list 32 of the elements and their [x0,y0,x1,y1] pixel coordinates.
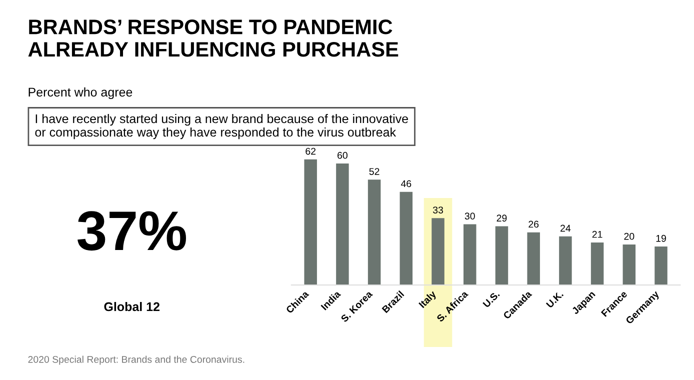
data-label: 46 [400,180,412,188]
bar [400,192,413,285]
data-label: 60 [338,152,348,159]
bar [527,232,540,285]
data-label: 62 [306,148,316,155]
data-label: 21 [592,230,602,238]
text: 37% [78,211,186,251]
data-label: 30 [464,212,475,220]
text: I have recently started using a new brand because of the innovative or compassionate way they have responded to the virus outbreak [35,114,408,140]
bar [559,236,572,285]
bar [654,246,668,285]
text: 2020 Special Report: Brands and the Coronavirus. [28,356,244,365]
x-tick-label: U.K. [546,290,564,308]
data-label: 26 [528,220,539,228]
data-label: 20 [624,232,634,240]
data-label: 52 [369,168,380,175]
bar [336,163,349,285]
bar [464,224,476,285]
bar [432,218,444,285]
bar [368,180,381,285]
chart-title: BRANDS’ RESPONSE TO PANDEMIC ALREADY INFLUENCING PURCHASE [28,20,398,57]
data-label: 24 [560,224,571,232]
bar [495,226,508,285]
x-tick-label: U.S. [482,290,500,308]
bar [622,244,636,285]
bar [304,159,317,285]
data-label: 19 [656,234,666,242]
text: Percent who agree [28,87,132,100]
data-label: 29 [496,214,507,222]
data-label: 33 [432,206,443,214]
bar [590,242,604,285]
text: Global 12 [104,302,160,312]
